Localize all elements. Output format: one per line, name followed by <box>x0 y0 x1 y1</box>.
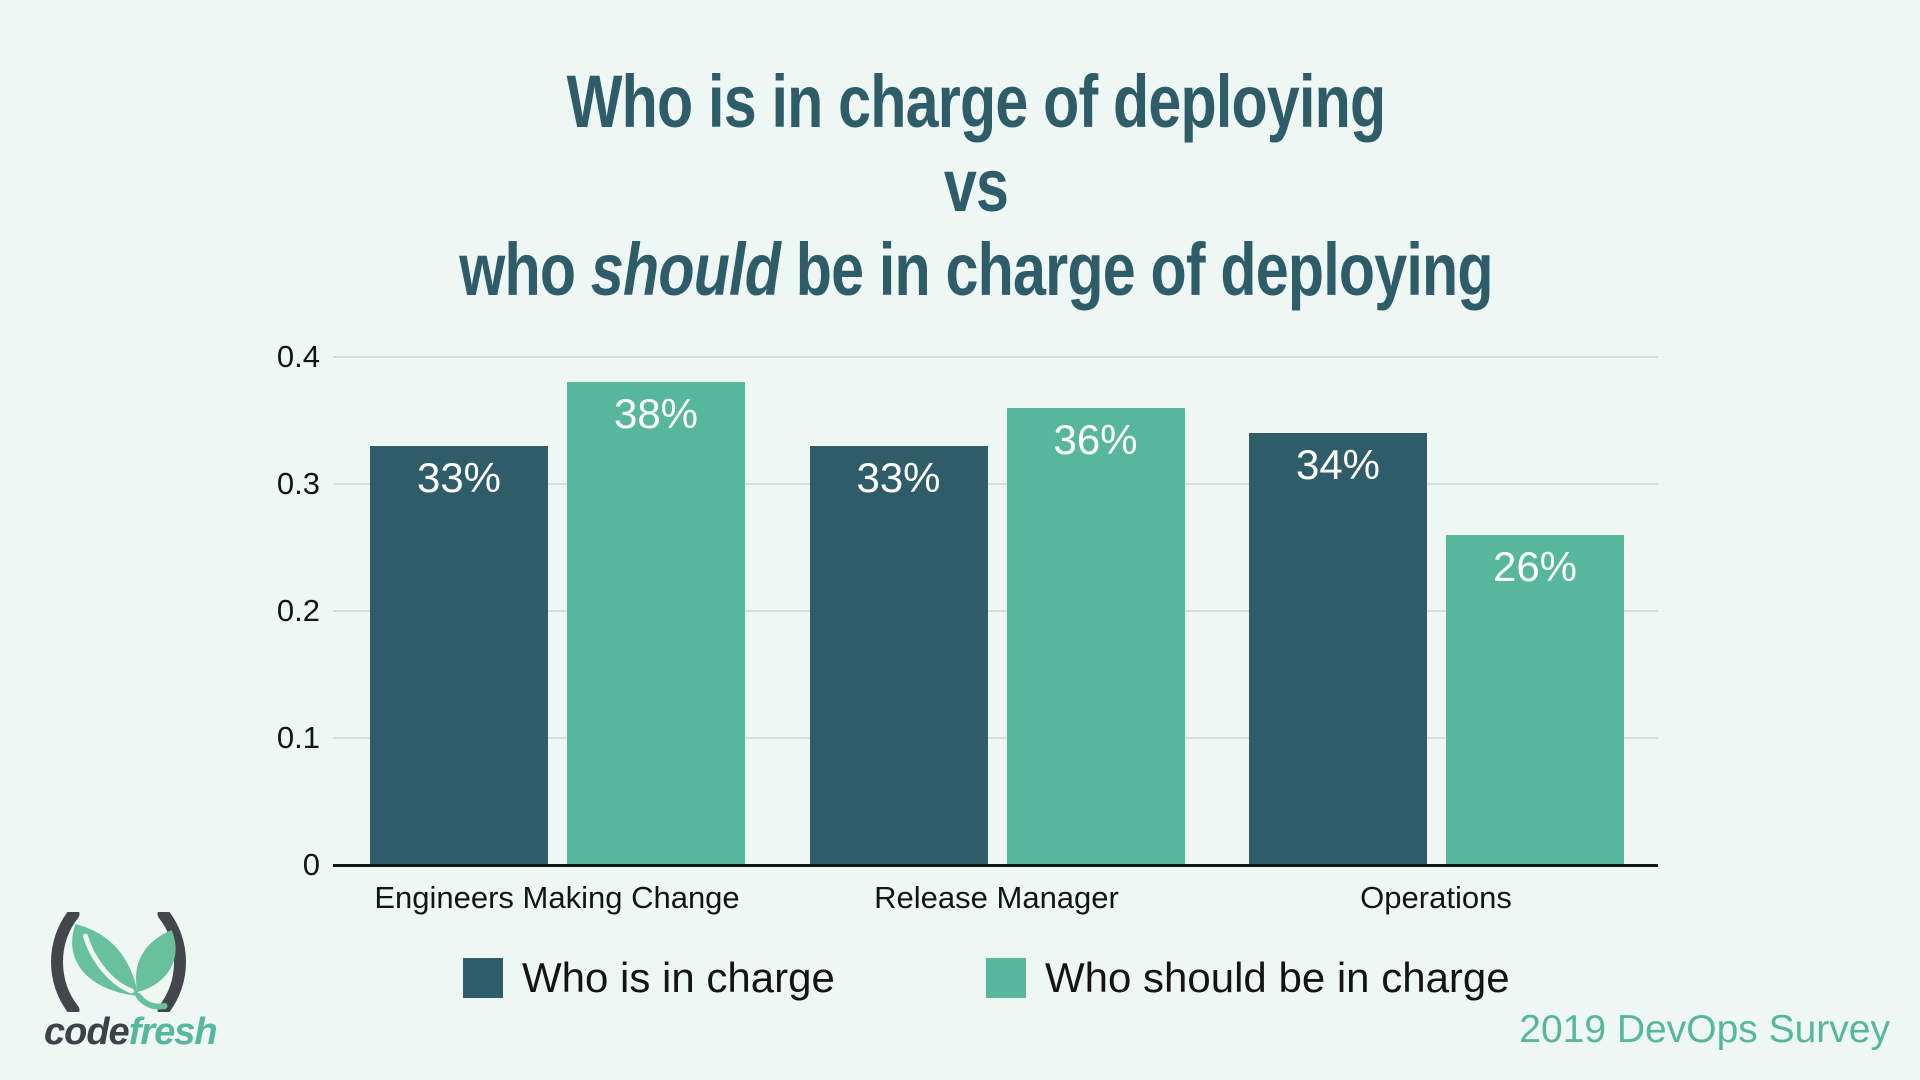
x-axis-line <box>333 864 1658 867</box>
bar-series1-2: 33% <box>809 445 988 865</box>
chart-title: Who is in charge of deploying vs who sho… <box>208 60 1744 312</box>
bar-series2-2: 36% <box>1006 407 1185 865</box>
bar-series2-1: 38% <box>567 382 745 865</box>
legend-item-label: Who is in charge <box>522 954 835 1001</box>
y-axis-tick-label: 0 <box>302 847 320 882</box>
bar-value-label: 33% <box>416 453 502 501</box>
logo-wordmark: codefresh <box>44 1011 218 1053</box>
y-axis-tick-label: 0.4 <box>276 339 320 374</box>
logo-text-fresh: fresh <box>128 1011 218 1053</box>
logo-text-code: code <box>44 1011 130 1053</box>
bar-series1-1: 33% <box>370 445 548 865</box>
x-axis-category-label: Engineers Making Change <box>374 880 740 915</box>
gridline <box>333 737 1658 739</box>
legend-item: Who is in charge <box>463 956 835 1000</box>
gridline <box>333 610 1658 612</box>
logo-left-paren <box>51 912 80 1012</box>
title-line-2: vs <box>943 144 1009 227</box>
logo-right-paren <box>157 912 186 1012</box>
logo-leaf-left <box>72 924 139 996</box>
survey-credit: 2019 DevOps Survey <box>1519 1008 1890 1051</box>
title-word-should: should <box>590 228 781 311</box>
gridline <box>333 483 1658 485</box>
title-line-1: Who is in charge of deploying <box>566 60 1387 143</box>
legend-item: Who should be in charge <box>986 956 1510 1000</box>
y-axis-tick-label: 0.2 <box>276 593 320 628</box>
title-line-3-suffix: be in charge of deploying <box>780 228 1494 311</box>
x-axis-category-label: Operations <box>1360 880 1512 915</box>
bar-value-label: 38% <box>613 390 699 438</box>
legend-color-swatch <box>463 958 503 998</box>
title-line-3: who should be in charge of deploying <box>208 228 1744 312</box>
bar-series2-3: 26% <box>1446 534 1624 865</box>
logo-leaf-right <box>135 930 176 992</box>
title-line-3-prefix: who <box>459 228 591 311</box>
logo-stem <box>135 993 168 1010</box>
bar-value-label: 26% <box>1492 542 1578 590</box>
bar-value-label: 33% <box>856 453 941 501</box>
logo-leaf-vein <box>83 933 134 994</box>
legend-color-swatch <box>986 958 1026 998</box>
codefresh-logo-icon <box>51 912 186 1012</box>
legend-item-label: Who should be in charge <box>1045 954 1510 1001</box>
bar-value-label: 36% <box>1053 415 1138 463</box>
bar-series1-3: 34% <box>1249 433 1427 865</box>
bar-value-label: 34% <box>1295 441 1381 489</box>
y-axis-tick-label: 0.1 <box>276 720 320 755</box>
x-axis-category-label: Release Manager <box>874 880 1119 915</box>
gridline <box>333 356 1658 358</box>
y-axis-tick-label: 0.3 <box>276 466 320 501</box>
